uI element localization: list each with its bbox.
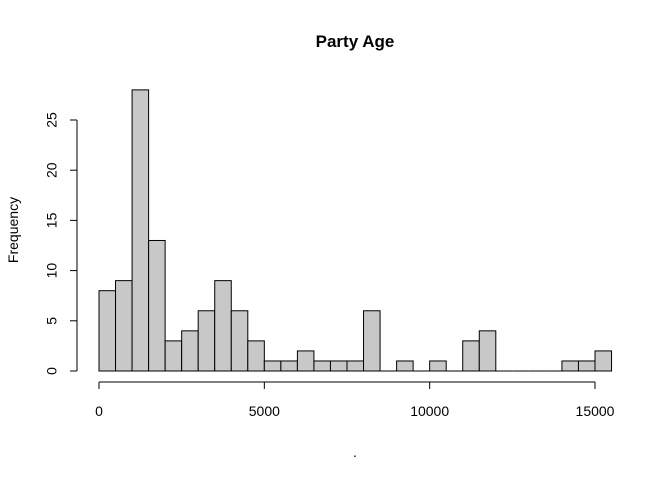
histogram-bar bbox=[197, 310, 216, 372]
histogram-bar bbox=[148, 239, 166, 372]
histogram-bar bbox=[462, 340, 480, 372]
histogram-bar bbox=[577, 360, 596, 372]
y-axis: 0 5 10 15 20 25 bbox=[44, 112, 78, 375]
histogram-bar bbox=[247, 340, 265, 372]
x-tick-label: 15000 bbox=[576, 403, 615, 419]
histogram-bar bbox=[164, 340, 183, 372]
histogram-bar bbox=[329, 360, 348, 372]
histogram-bar bbox=[561, 360, 579, 372]
histogram-bar bbox=[98, 290, 117, 372]
y-tick-label: 5 bbox=[44, 317, 60, 325]
chart-title: Party Age bbox=[316, 32, 395, 51]
histogram-bar bbox=[115, 280, 133, 372]
histogram-bar bbox=[429, 360, 447, 372]
x-tick-label: 10000 bbox=[410, 403, 449, 419]
x-tick-label: 0 bbox=[95, 403, 103, 419]
histogram-bar bbox=[230, 310, 249, 372]
y-tick-label: 20 bbox=[44, 162, 60, 178]
y-tick-label: 15 bbox=[44, 212, 60, 228]
histogram-bar bbox=[131, 89, 150, 372]
histogram-bar bbox=[594, 350, 613, 372]
y-axis-label: Frequency bbox=[5, 197, 21, 263]
histogram-bar bbox=[396, 360, 414, 372]
histogram-bar bbox=[478, 330, 497, 372]
histogram-bar bbox=[214, 280, 232, 372]
x-axis: 0 5000 10000 15000 bbox=[95, 381, 615, 419]
y-tick-label: 25 bbox=[44, 112, 60, 128]
y-tick-label: 0 bbox=[44, 367, 60, 375]
histogram-bar bbox=[363, 310, 381, 372]
histogram-bar bbox=[313, 360, 331, 372]
y-tick-label: 10 bbox=[44, 263, 60, 279]
histogram-bar bbox=[346, 360, 365, 372]
bars-group bbox=[98, 89, 613, 372]
histogram-bar bbox=[181, 330, 199, 372]
x-axis-label: . bbox=[353, 444, 357, 460]
histogram-bar bbox=[296, 350, 315, 372]
histogram-bar bbox=[263, 360, 282, 372]
x-tick-label: 5000 bbox=[249, 403, 280, 419]
histogram-bar bbox=[280, 360, 298, 372]
